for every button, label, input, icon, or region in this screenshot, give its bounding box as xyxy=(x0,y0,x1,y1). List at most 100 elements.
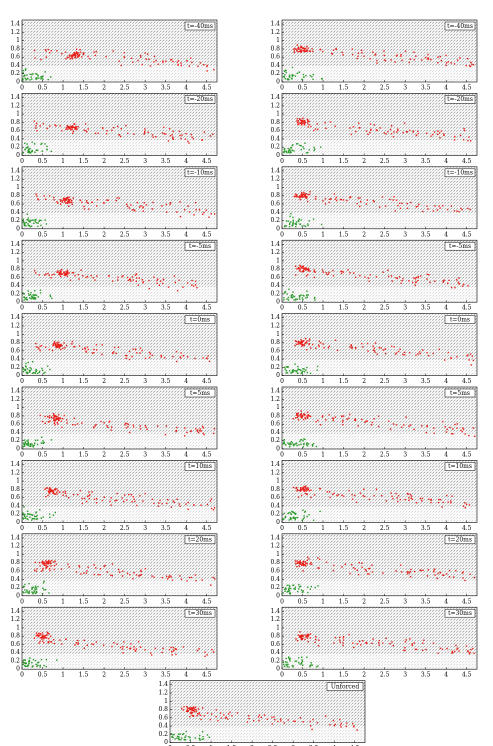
red-particle xyxy=(132,61,134,64)
red-particle xyxy=(73,417,75,419)
vector-field xyxy=(22,580,217,596)
red-particle xyxy=(303,123,306,125)
green-particle xyxy=(291,225,293,227)
red-particle xyxy=(302,560,305,563)
red-particle xyxy=(340,726,342,728)
y-tick-label: 1.2 xyxy=(10,616,20,623)
red-particle xyxy=(364,276,366,278)
green-particle xyxy=(296,369,298,372)
red-particle xyxy=(374,342,377,344)
y-tick-label: 1 xyxy=(276,37,280,44)
red-particle xyxy=(48,492,50,494)
red-particle xyxy=(353,725,355,727)
red-particle xyxy=(434,280,436,283)
red-particle xyxy=(306,556,309,558)
green-particle xyxy=(29,73,31,75)
red-particle xyxy=(113,642,115,644)
red-particle xyxy=(314,198,317,200)
red-particle xyxy=(457,59,459,61)
green-particle xyxy=(301,519,303,521)
red-particle xyxy=(434,205,436,207)
red-particle xyxy=(358,640,361,643)
green-particle xyxy=(32,658,35,661)
red-particle xyxy=(303,268,305,270)
red-particle xyxy=(307,193,309,196)
red-particle xyxy=(306,563,308,565)
red-particle xyxy=(54,342,56,344)
green-particle xyxy=(34,439,37,442)
red-particle xyxy=(103,202,105,204)
green-particle xyxy=(302,294,304,297)
red-particle xyxy=(395,352,398,354)
red-particle xyxy=(328,271,330,274)
red-particle xyxy=(402,277,404,280)
x-tick-label: 3 xyxy=(143,672,147,679)
green-particle xyxy=(202,738,205,740)
red-particle xyxy=(301,123,303,125)
green-particle xyxy=(23,659,25,661)
red-particle xyxy=(117,276,119,279)
red-particle xyxy=(105,55,107,58)
red-particle xyxy=(299,118,301,121)
red-particle xyxy=(296,49,298,52)
x-tick-label: 0.5 xyxy=(38,525,48,532)
green-particle xyxy=(284,77,287,80)
red-particle xyxy=(56,271,58,273)
red-particle xyxy=(59,272,61,275)
y-tick-label: 1.2 xyxy=(10,543,20,550)
red-particle xyxy=(142,500,144,502)
green-particle xyxy=(282,442,284,445)
x-tick-label: 0 xyxy=(280,305,284,312)
green-particle xyxy=(32,446,35,448)
red-particle xyxy=(421,500,423,502)
red-particle xyxy=(299,268,301,270)
red-particle xyxy=(441,205,444,207)
y-tick-label: 0.6 xyxy=(10,494,20,501)
red-particle xyxy=(77,52,79,54)
red-particle xyxy=(301,267,303,269)
red-particle xyxy=(440,130,443,132)
red-particle xyxy=(308,123,310,126)
red-particle xyxy=(129,278,131,281)
green-particle xyxy=(296,516,299,519)
red-particle xyxy=(258,714,261,716)
green-particle xyxy=(283,151,285,153)
x-tick-label: 1 xyxy=(321,231,325,238)
red-particle xyxy=(191,61,193,64)
green-particle xyxy=(22,445,24,448)
red-particle xyxy=(355,501,358,504)
red-particle xyxy=(450,205,453,207)
red-particle xyxy=(366,573,369,575)
x-tick-label: 4.5 xyxy=(202,305,212,312)
red-particle xyxy=(87,128,89,130)
red-particle xyxy=(171,579,174,581)
green-particle xyxy=(27,151,29,153)
red-particle xyxy=(342,54,344,56)
red-particle xyxy=(46,631,49,634)
red-particle xyxy=(407,493,409,495)
red-particle xyxy=(450,62,452,64)
vector-field xyxy=(282,313,477,361)
annotation-box xyxy=(444,462,476,471)
green-particle xyxy=(296,372,299,374)
red-particle xyxy=(443,279,445,281)
red-particle xyxy=(73,54,76,57)
green-particle xyxy=(206,734,209,736)
vector-field xyxy=(22,360,217,376)
red-particle xyxy=(34,272,37,274)
green-particle xyxy=(34,592,37,595)
red-particle xyxy=(159,280,162,282)
y-tick-label: 0.4 xyxy=(10,356,20,363)
red-particle xyxy=(196,649,199,652)
red-particle xyxy=(295,340,297,343)
green-particle xyxy=(302,73,305,76)
green-particle xyxy=(303,517,305,519)
red-particle xyxy=(274,718,276,721)
x-tick-label: 2 xyxy=(362,231,366,238)
red-particle xyxy=(55,418,57,420)
green-particle xyxy=(301,438,303,441)
green-particle xyxy=(292,221,294,223)
red-particle xyxy=(172,650,175,652)
red-particle xyxy=(117,568,120,571)
